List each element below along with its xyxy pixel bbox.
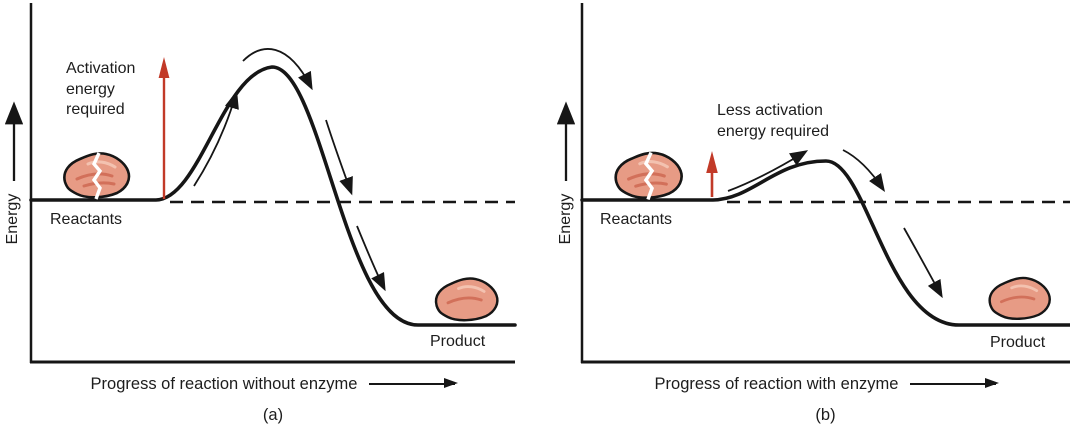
panel-caption: (a): [262, 406, 284, 424]
right-arrow-icon: [910, 378, 1000, 389]
right-arrow-icon: [369, 378, 459, 389]
x-axis-label: Progress of reaction with enzyme: [654, 374, 899, 393]
x-axis-label-row: Progress of reaction without enzyme: [30, 373, 516, 395]
panel-b: Energy Less activation energy required R…: [535, 0, 1070, 432]
x-axis-label: Progress of reaction without enzyme: [90, 374, 358, 393]
reaction-path-arrow-icon: [193, 90, 239, 187]
panel-b-plot: [556, 3, 1070, 364]
product-label: Product: [430, 333, 486, 350]
panel-caption: (b): [815, 406, 836, 424]
reaction-path-arrow-icon: [325, 119, 353, 196]
reaction-path-arrow-icon: [356, 225, 386, 292]
x-axis-label-row: Progress of reaction with enzyme: [581, 373, 1070, 395]
reactant-molecule-icon: [614, 151, 683, 201]
energy-curve: [580, 159, 1070, 327]
less-activation-energy-annotation: Less activation energy required: [717, 102, 830, 140]
panel-a-plot: [4, 3, 517, 364]
reaction-path-arrow-icon: [903, 227, 943, 299]
reaction-path-arrow-icon: [242, 48, 313, 91]
reactants-label: Reactants: [50, 211, 123, 228]
reaction-path-arrow-icon: [727, 150, 809, 192]
reactant-molecule-icon: [63, 152, 131, 200]
activation-energy-annotation: Activation energy required: [66, 60, 136, 118]
y-axis-label: Energy: [557, 193, 574, 245]
y-axis-label: Energy: [4, 193, 21, 245]
crack-icon: [643, 151, 655, 201]
product-molecule-icon: [434, 277, 499, 322]
panel-a: Energy Activation energy required Reacta…: [4, 3, 517, 424]
activation-energy-arrow-icon: [706, 151, 718, 197]
reactants-label: Reactants: [600, 211, 673, 228]
crack-icon: [91, 152, 103, 200]
reaction-path-arrow-icon: [842, 149, 885, 192]
activation-energy-arrow-icon: [158, 57, 170, 199]
product-label: Product: [990, 334, 1046, 351]
product-molecule-icon: [988, 276, 1051, 320]
